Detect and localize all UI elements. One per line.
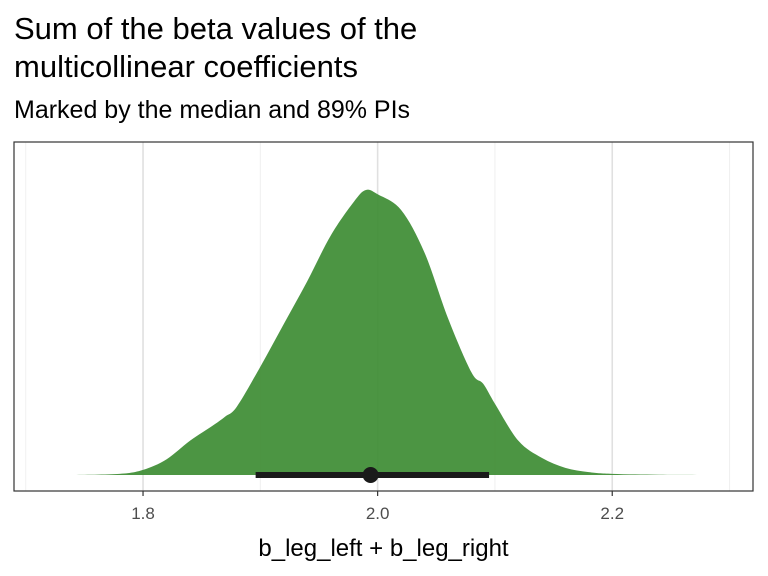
x-axis-ticks: 1.8 2.0 2.2 bbox=[131, 491, 624, 523]
median-point bbox=[362, 467, 379, 483]
posterior-density-area bbox=[72, 189, 730, 475]
chart-title: Sum of the beta values of the multicolli… bbox=[14, 11, 418, 84]
x-tick-label: 2.2 bbox=[600, 504, 624, 523]
x-axis-title: b_leg_left + b_leg_right bbox=[258, 535, 509, 562]
chart-subtitle: Marked by the median and 89% PIs bbox=[14, 96, 411, 124]
panel-border bbox=[13, 141, 754, 492]
x-tick-label: 2.0 bbox=[366, 504, 390, 523]
x-tick-label: 1.8 bbox=[131, 504, 155, 523]
